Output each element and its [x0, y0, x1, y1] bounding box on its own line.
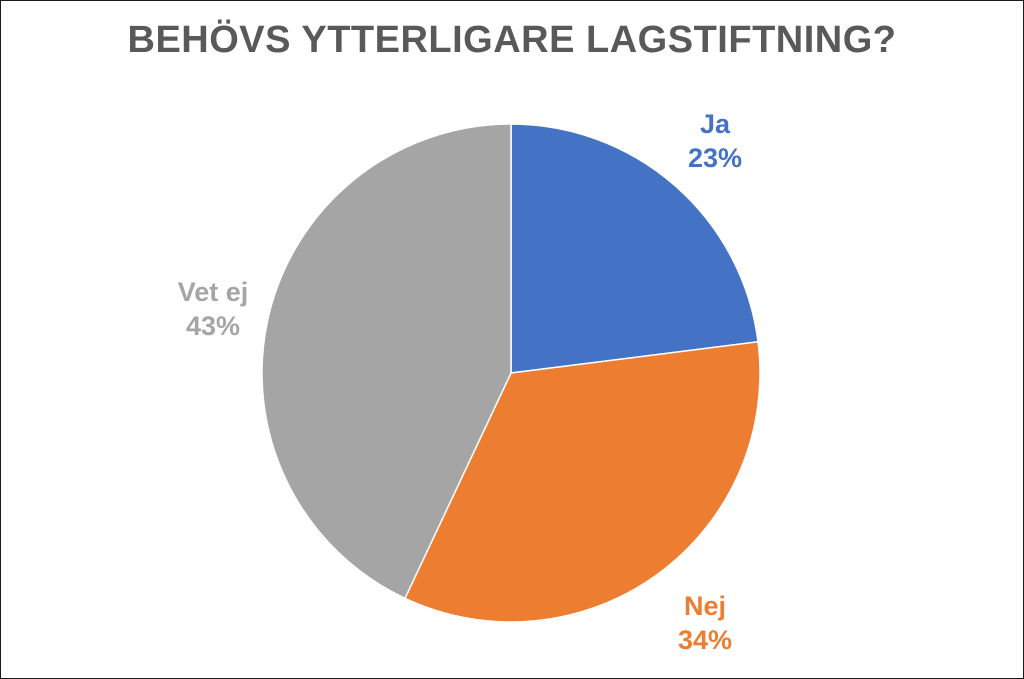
data-label-vet-ej: Vet ej 43% — [133, 275, 293, 343]
data-label-ja-value: 23% — [687, 143, 743, 173]
pie-slices — [261, 123, 761, 623]
data-label-vet-ej-category: Vet ej — [177, 277, 249, 307]
data-label-ja: Ja 23% — [635, 107, 795, 175]
chart-title: BEHÖVS YTTERLIGARE LAGSTIFTNING? — [127, 19, 897, 61]
data-label-vet-ej-value: 43% — [185, 311, 241, 341]
data-label-nej-category: Nej — [683, 591, 727, 621]
pie-slice-nej — [403, 340, 761, 623]
pie-slice-ja — [510, 123, 759, 374]
data-label-nej: Nej 34% — [625, 589, 785, 657]
data-label-nej-value: 34% — [677, 625, 733, 655]
pie-slice-vet-ej — [261, 123, 512, 600]
data-label-ja-category: Ja — [699, 109, 731, 139]
